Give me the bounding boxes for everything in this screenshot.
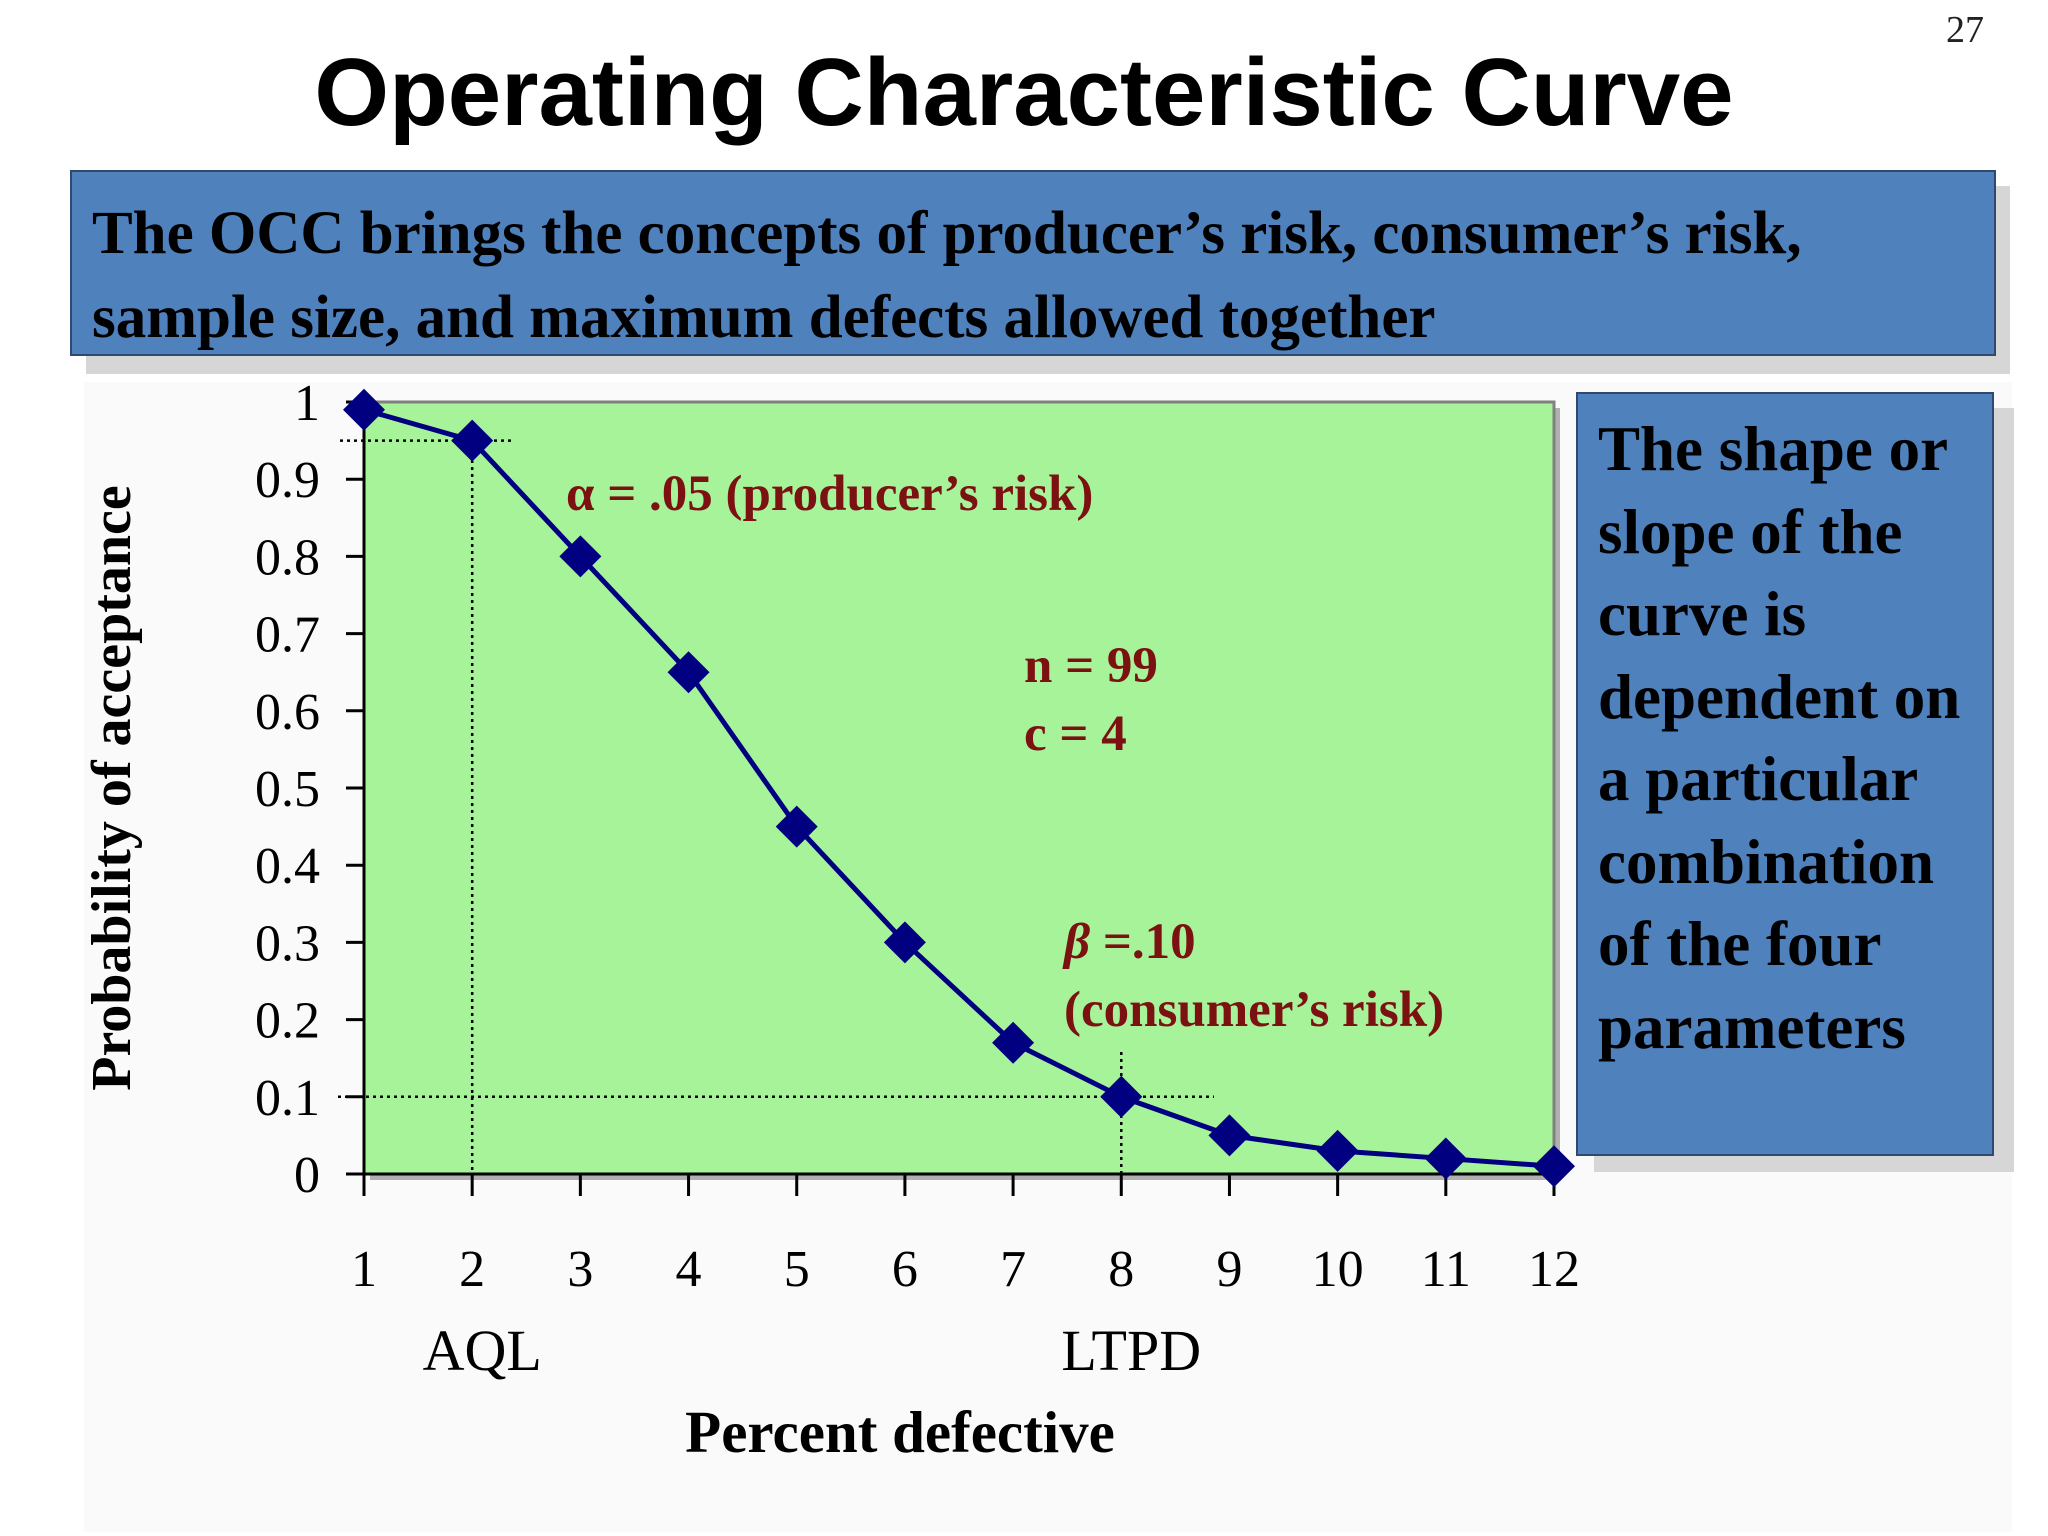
x-tick-label: 10 <box>1312 1241 1364 1298</box>
alpha-symbol: α <box>566 466 594 522</box>
y-tick-label: 0.1 <box>255 1070 320 1127</box>
x-tick-label: 9 <box>1216 1241 1242 1298</box>
x-tick-label: 5 <box>784 1241 810 1298</box>
x-axis-title: Percent defective <box>685 1399 1115 1465</box>
side-note: The shape or slope of the curve is depen… <box>1576 392 1994 1156</box>
x-marker-label: AQL <box>423 1318 542 1383</box>
page-number: 27 <box>1946 9 1984 51</box>
sample-size-annotation: n = 99 <box>1024 638 1158 694</box>
y-tick-label: 0.8 <box>255 529 320 586</box>
data-point <box>883 921 926 964</box>
x-marker-label: LTPD <box>1061 1318 1201 1383</box>
data-point <box>343 388 385 431</box>
alpha-annotation: α = .05 (producer’s risk) <box>566 466 1093 522</box>
y-tick-label: 0.5 <box>255 761 320 818</box>
x-tick-label: 8 <box>1108 1241 1134 1298</box>
slide-title: Operating Characteristic Curve <box>314 39 1734 146</box>
x-tick-label: 7 <box>1000 1241 1026 1298</box>
data-point <box>1100 1075 1143 1118</box>
y-tick-label: 0.2 <box>255 993 320 1050</box>
acceptance-number-annotation: c = 4 <box>1024 706 1127 762</box>
x-tick-label: 1 <box>351 1241 377 1298</box>
x-tick-labels: 1 2 3 4 5 6 7 8 9 10 11 12 <box>351 1174 1580 1298</box>
beta-text: =.10 <box>1090 914 1196 970</box>
data-point <box>992 1021 1035 1064</box>
data-point <box>1424 1137 1467 1180</box>
x-markers: AQL LTPD <box>423 1318 1202 1383</box>
x-tick-label: 11 <box>1421 1241 1471 1298</box>
x-tick-label: 6 <box>892 1241 918 1298</box>
beta-symbol: β <box>1062 914 1090 970</box>
data-point <box>1316 1129 1359 1172</box>
y-tick-label: 1 <box>294 375 320 432</box>
summary-banner: The OCC brings the concepts of producer’… <box>70 170 1996 356</box>
data-point <box>559 535 602 578</box>
y-tick-label: 0.9 <box>255 452 320 509</box>
y-tick-label: 0.7 <box>255 607 320 664</box>
beta-annotation: β =.10 <box>1062 914 1196 970</box>
data-point <box>451 419 494 462</box>
series-curve <box>343 388 1575 1188</box>
y-tick-label: 0.4 <box>255 838 320 895</box>
y-tick-labels: 0 0.1 0.2 0.3 0.4 0.5 0.6 0.7 0.8 0.9 1 <box>255 375 364 1204</box>
y-tick-label: 0.6 <box>255 684 320 741</box>
data-point <box>1208 1114 1251 1157</box>
alpha-text: = .05 (producer’s risk) <box>594 466 1093 522</box>
x-tick-label: 4 <box>676 1241 702 1298</box>
y-axis-title: Probability of acceptance <box>81 485 143 1091</box>
x-tick-label: 3 <box>567 1241 593 1298</box>
x-tick-label: 2 <box>459 1241 485 1298</box>
y-tick-label: 0.3 <box>255 915 320 972</box>
beta-annotation-line2: (consumer’s risk) <box>1064 982 1444 1038</box>
data-point <box>667 651 710 694</box>
plot-area <box>362 400 1556 1176</box>
data-point <box>775 805 818 848</box>
y-tick-label: 0 <box>294 1147 320 1204</box>
x-tick-label: 12 <box>1528 1241 1580 1298</box>
reference-lines <box>338 439 1214 1196</box>
data-point <box>1533 1145 1575 1188</box>
